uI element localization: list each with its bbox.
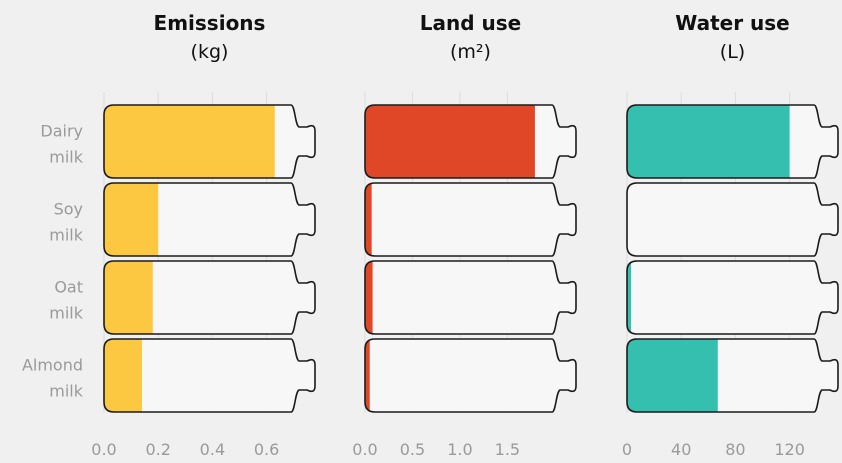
x-tick-label: 120 xyxy=(774,440,805,459)
category-label: Oat milk xyxy=(49,278,83,323)
x-tick-label: 0.2 xyxy=(145,440,170,459)
bar-fill xyxy=(627,261,632,334)
bottle-outline xyxy=(626,104,839,179)
x-tick-label: 1.0 xyxy=(447,440,472,459)
panel-unit: (kg) xyxy=(191,41,229,63)
bar-fill xyxy=(365,105,535,178)
bottle-outline xyxy=(364,338,577,413)
panel-title: Water use xyxy=(675,11,790,35)
bar-fill xyxy=(104,105,275,178)
x-tick-label: 0.0 xyxy=(352,440,377,459)
x-tick-label: 80 xyxy=(725,440,745,459)
bottle-outline xyxy=(626,260,839,335)
bottle-outline xyxy=(103,260,316,335)
x-tick-label: 40 xyxy=(671,440,691,459)
panel-title: Land use xyxy=(420,11,521,35)
panel-title: Emissions xyxy=(154,11,266,35)
bottle-outline xyxy=(103,182,316,257)
x-tick-label: 0.0 xyxy=(91,440,116,459)
bottle-outline xyxy=(364,104,577,179)
bottle-outline xyxy=(364,260,577,335)
bottle-background xyxy=(627,261,838,334)
bar-fill xyxy=(365,261,373,334)
bottle-outline xyxy=(364,182,577,257)
category-label: Dairy milk xyxy=(40,122,83,167)
bottle-background xyxy=(104,261,315,334)
bar-fill xyxy=(627,339,718,412)
x-tick-label: 1.5 xyxy=(495,440,520,459)
category-label: Almond milk xyxy=(22,356,84,401)
bar-fill xyxy=(365,183,372,256)
bottle-background xyxy=(627,183,838,256)
bar-fill xyxy=(104,339,142,412)
x-tick-label: 0.6 xyxy=(254,440,279,459)
bottle-background xyxy=(365,261,576,334)
x-tick-label: 0.5 xyxy=(400,440,425,459)
bottle-outline xyxy=(626,182,839,257)
bottle-outline xyxy=(103,104,316,179)
bottle-background xyxy=(104,339,315,412)
x-tick-label: 0.4 xyxy=(200,440,225,459)
panel-unit: (L) xyxy=(720,41,745,63)
bar-fill xyxy=(365,339,370,412)
bottle-background xyxy=(365,183,576,256)
bottle-background xyxy=(365,339,576,412)
category-label: Soy milk xyxy=(49,200,83,245)
x-tick-label: 0 xyxy=(622,440,632,459)
bar-fill xyxy=(104,183,159,256)
bottle-outline xyxy=(626,338,839,413)
bottle-outline xyxy=(103,338,316,413)
panel-unit: (m²) xyxy=(450,41,491,63)
bar-fill xyxy=(627,105,790,178)
bar-fill xyxy=(104,261,153,334)
